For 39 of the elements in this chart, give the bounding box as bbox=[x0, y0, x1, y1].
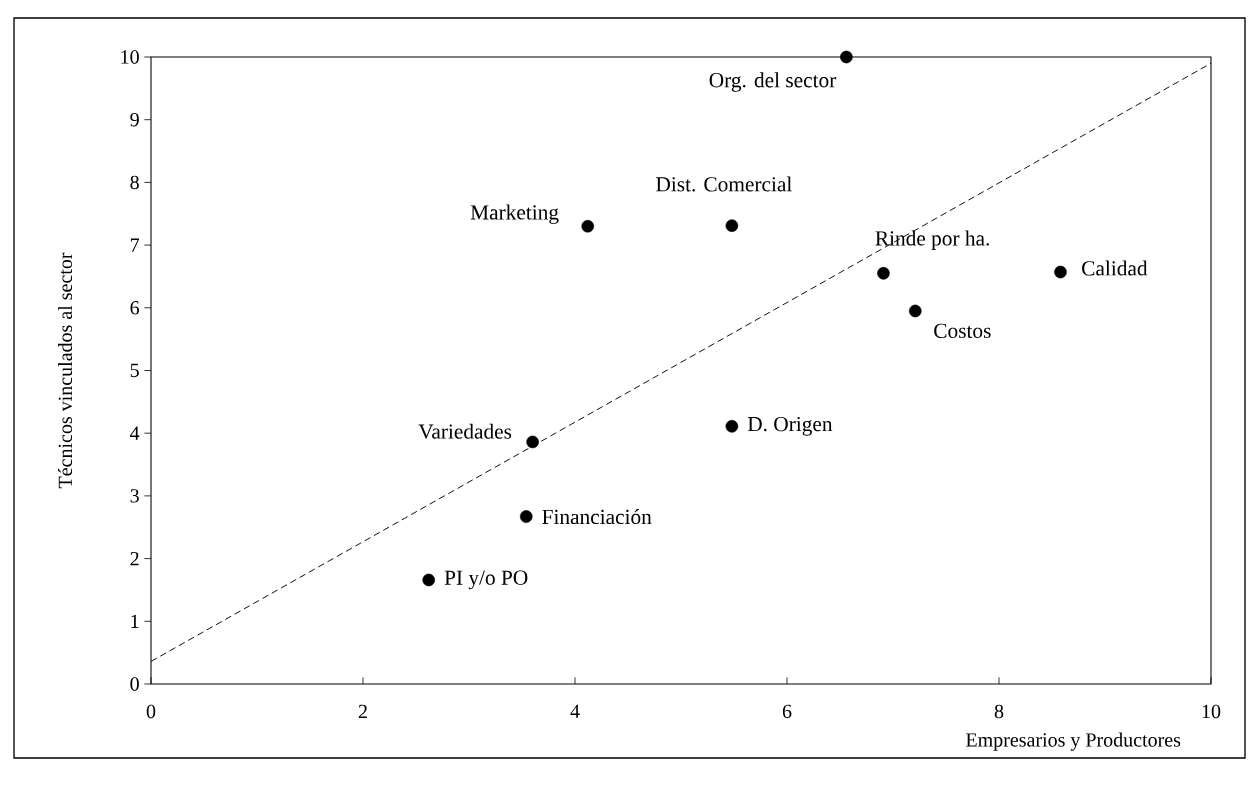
point bbox=[840, 50, 853, 64]
point bbox=[877, 267, 890, 280]
y-tick-label: 4 bbox=[130, 426, 140, 440]
y-tick-label: 3 bbox=[130, 489, 139, 503]
annotation: Calidad bbox=[1082, 260, 1148, 276]
point bbox=[1054, 265, 1067, 279]
point bbox=[526, 435, 539, 449]
point bbox=[908, 304, 922, 318]
x-tick-label: 4 bbox=[570, 704, 580, 718]
y-tick-label: 0 bbox=[130, 677, 139, 691]
x-tick-label: 2 bbox=[358, 704, 367, 718]
y-tick-label: 10 bbox=[121, 50, 139, 64]
annotation: Dist. Comercial bbox=[656, 176, 792, 192]
annotation: D. Origen bbox=[747, 416, 833, 436]
annotation: Costos bbox=[934, 323, 991, 338]
annotation: Financiación bbox=[542, 509, 652, 525]
y-tick-label: 9 bbox=[130, 112, 139, 127]
y-tick-label: 6 bbox=[130, 301, 140, 315]
y-tick-label: 2 bbox=[130, 551, 139, 566]
annotation: PI y/o PO bbox=[444, 570, 528, 590]
annotation: Marketing bbox=[470, 204, 559, 224]
y-tick-label: 7 bbox=[130, 238, 140, 252]
y-tick-label: 5 bbox=[130, 363, 139, 378]
y-axis-title: Técnicos vinculados al sector bbox=[57, 252, 73, 489]
point bbox=[581, 220, 594, 233]
point bbox=[725, 420, 739, 433]
point bbox=[725, 219, 739, 232]
y-tick-label: 1 bbox=[131, 614, 139, 628]
x-axis-title: Empresarios y Productores bbox=[966, 732, 1181, 751]
annotation: Rinde por ha. bbox=[875, 230, 989, 250]
x-tick-label: 6 bbox=[782, 704, 792, 719]
point bbox=[519, 510, 533, 523]
x-tick-label: 10 bbox=[1202, 704, 1221, 719]
x-tick-label: 0 bbox=[146, 704, 156, 719]
x-tick-label: 8 bbox=[994, 704, 1004, 719]
point bbox=[422, 573, 435, 587]
annotation: Variedades bbox=[418, 423, 512, 439]
y-tick-label: 8 bbox=[130, 175, 139, 190]
annotation: Org. del sector bbox=[709, 72, 837, 92]
